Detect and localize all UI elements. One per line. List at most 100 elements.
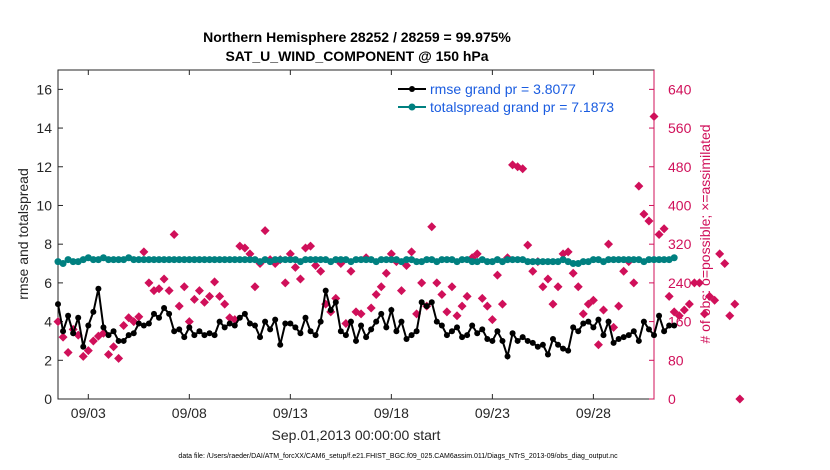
obs-marker — [114, 353, 124, 363]
rmse-point — [80, 343, 87, 350]
spread-point — [271, 256, 279, 264]
rmse-point — [130, 330, 137, 337]
obs-marker — [381, 268, 391, 278]
obs-marker — [144, 278, 154, 288]
rmse-point — [459, 334, 466, 341]
legend-rmse-label: rmse grand pr = 3.8077 — [430, 81, 576, 97]
spread-point — [246, 256, 254, 264]
rmse-point — [342, 332, 349, 339]
obs-marker — [306, 241, 316, 251]
spread-point — [286, 256, 294, 264]
rmse-point — [610, 339, 617, 346]
obs-marker — [487, 315, 497, 325]
obs-marker — [563, 247, 573, 257]
obs-marker — [164, 286, 174, 296]
rmse-point — [262, 318, 269, 325]
obs-marker — [295, 274, 305, 284]
obs-marker — [109, 342, 119, 352]
rmse-point — [166, 310, 173, 317]
rmse-point — [393, 328, 400, 335]
rmse-point — [423, 303, 430, 310]
rmse-point — [620, 334, 627, 341]
obs-marker — [250, 282, 260, 292]
rmse-point — [191, 332, 198, 339]
rmse-point — [514, 337, 521, 344]
rmse-point — [95, 285, 102, 292]
rmse-point — [347, 318, 354, 325]
rmse-point — [322, 287, 329, 294]
rmse-point — [272, 316, 279, 323]
spread-point — [509, 256, 517, 264]
rmse-point — [231, 322, 238, 329]
rmse-point — [630, 328, 637, 335]
spread-point — [468, 258, 476, 266]
rmse-point — [565, 347, 572, 354]
obs-marker — [548, 299, 558, 309]
obs-marker — [169, 230, 179, 239]
spread-point — [140, 256, 148, 264]
rmse-point — [408, 332, 415, 339]
obs-marker — [639, 209, 649, 219]
spread-point — [589, 256, 597, 264]
rmse-point — [120, 337, 127, 344]
rmse-point — [186, 324, 193, 331]
obs-marker — [240, 243, 250, 253]
spread-point — [544, 258, 552, 266]
spread-point — [438, 256, 446, 264]
obs-marker — [619, 266, 629, 276]
rmse-point — [181, 334, 188, 341]
rmse-point — [615, 336, 622, 343]
obs-marker — [88, 336, 98, 346]
obs-marker — [215, 291, 225, 301]
obs-marker — [245, 249, 255, 259]
rmse-point — [287, 320, 294, 327]
obs-marker — [700, 309, 710, 319]
rmse-point — [590, 324, 597, 331]
obs-marker — [63, 348, 73, 358]
rmse-point — [388, 306, 395, 313]
obs-marker — [346, 266, 356, 276]
obs-marker — [477, 293, 487, 303]
spread-point — [382, 256, 390, 264]
spread-point — [281, 256, 289, 264]
obs-marker — [139, 247, 149, 257]
spread-point — [529, 258, 537, 266]
rmse-point — [216, 318, 223, 325]
rmse-point — [332, 299, 339, 306]
spread-point — [150, 256, 158, 264]
spread-point — [539, 258, 547, 266]
rmse-point — [585, 318, 592, 325]
rmse-point — [85, 322, 92, 329]
spread-point — [620, 256, 628, 264]
spread-point — [610, 256, 618, 264]
obs-marker — [644, 216, 654, 226]
spread-point — [180, 256, 188, 264]
obs-marker — [614, 301, 624, 311]
spread-point — [276, 256, 284, 264]
rmse-point — [544, 351, 551, 358]
spread-point — [524, 258, 532, 266]
obs-marker — [573, 282, 583, 292]
rmse-point — [110, 328, 117, 335]
left-tick-label: 12 — [36, 159, 52, 175]
obs-marker — [396, 286, 406, 296]
obs-marker — [689, 278, 699, 288]
rmse-point — [524, 337, 531, 344]
obs-marker — [366, 303, 376, 313]
obs-marker — [83, 346, 93, 356]
obs-marker — [538, 282, 548, 292]
spread-point — [110, 256, 118, 264]
spread-point — [605, 256, 613, 264]
obs-marker — [725, 311, 735, 321]
spread-point — [241, 256, 249, 264]
obs-marker — [290, 262, 300, 272]
rmse-point — [383, 324, 390, 331]
rmse-point — [368, 326, 375, 333]
spread-point — [185, 256, 193, 264]
rmse-point — [671, 322, 678, 329]
spread-point — [301, 256, 309, 264]
rmse-point — [625, 332, 632, 339]
rmse-point — [448, 328, 455, 335]
rmse-point — [297, 330, 304, 337]
rmse-point — [211, 332, 218, 339]
